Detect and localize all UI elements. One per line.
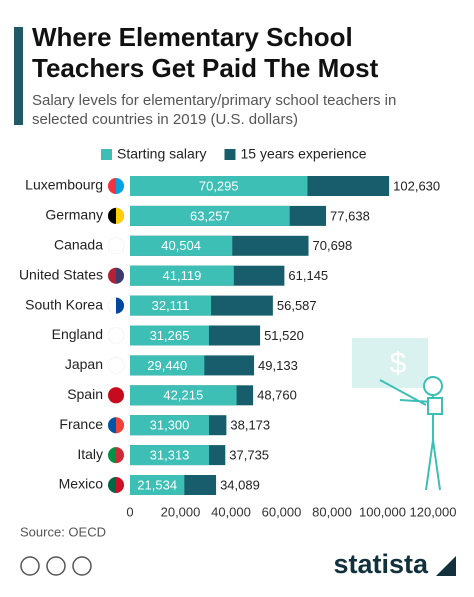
value-label: 63,257 xyxy=(190,208,230,223)
subtitle-box: Salary levels for elementary/primary sch… xyxy=(32,92,397,128)
value-label: 49,133 xyxy=(258,358,298,373)
x-tick-label: 80,000 xyxy=(312,504,352,519)
flag-part xyxy=(116,447,124,464)
value-label: 37,735 xyxy=(229,448,269,463)
y-tick-label: Canada xyxy=(54,237,103,253)
bar xyxy=(130,475,185,495)
teacher-illustration: $ xyxy=(352,338,443,491)
x-tick-label: 40,000 xyxy=(211,504,251,519)
chart-title: Where Elementary School Teachers Get Pai… xyxy=(32,22,379,83)
value-label: 70,295 xyxy=(199,178,239,193)
y-tick-label: United States xyxy=(19,266,103,282)
value-label: 48,760 xyxy=(257,388,297,403)
value-label: 31,313 xyxy=(150,448,190,463)
flag-part xyxy=(116,297,124,314)
y-tick-label: Italy xyxy=(77,446,103,462)
value-label: 31,265 xyxy=(150,328,190,343)
value-label: 42,215 xyxy=(163,388,203,403)
flag-part xyxy=(116,327,124,344)
flag-part xyxy=(108,447,116,464)
x-tick-label: 100,000 xyxy=(359,504,406,519)
flag-part xyxy=(108,178,116,194)
flag-part xyxy=(116,178,124,194)
brand: statista xyxy=(333,549,429,579)
y-tick-label: Mexico xyxy=(59,476,104,492)
flag-part xyxy=(116,477,124,493)
bar xyxy=(130,176,308,196)
legend-swatch xyxy=(101,149,112,160)
flag-part xyxy=(116,237,124,254)
legend-label: Starting salary xyxy=(117,146,206,162)
y-tick-label: South Korea xyxy=(25,296,103,312)
svg-text:$: $ xyxy=(390,347,407,380)
license-icons xyxy=(20,556,92,576)
flag-part xyxy=(108,477,116,493)
bar xyxy=(130,235,233,256)
flag-part xyxy=(108,417,116,434)
value-label: 32,111 xyxy=(152,298,190,313)
brand-icon xyxy=(436,556,456,576)
flag-part xyxy=(116,387,124,404)
y-tick-label: Japan xyxy=(65,356,103,372)
flag-part xyxy=(116,357,124,374)
legend-swatch xyxy=(224,149,236,160)
flag-part xyxy=(108,297,116,314)
chart-subtitle: Salary levels for elementary/primary sch… xyxy=(32,92,397,128)
flag-part xyxy=(108,387,116,404)
flag-part xyxy=(108,267,116,284)
value-label: 102,630 xyxy=(393,178,440,193)
x-tick-label: 0 xyxy=(126,504,133,519)
value-label: 41,119 xyxy=(163,268,202,283)
bar xyxy=(130,445,210,466)
bar xyxy=(130,415,210,436)
bar xyxy=(130,325,209,346)
bar xyxy=(130,295,212,316)
y-tick-label: Spain xyxy=(67,386,103,402)
bar xyxy=(130,355,205,376)
value-label: 56,587 xyxy=(277,298,317,313)
title-accent xyxy=(14,27,23,125)
flag-part xyxy=(116,417,124,434)
x-tick-label: 120,000 xyxy=(410,504,457,519)
value-label: 34,089 xyxy=(220,477,260,492)
bar xyxy=(130,205,290,226)
bar xyxy=(130,265,234,286)
value-label: 61,145 xyxy=(288,268,328,283)
source: Source: OECD xyxy=(20,524,106,539)
value-label: 77,638 xyxy=(330,208,370,223)
flag-part xyxy=(108,237,116,254)
y-tick-label: Luxembourg xyxy=(25,177,103,193)
value-label: 31,300 xyxy=(150,418,190,433)
value-label: 38,173 xyxy=(230,418,270,433)
y-tick-label: Germany xyxy=(45,207,103,223)
flag-part xyxy=(116,267,124,284)
bar xyxy=(130,385,237,406)
title-box: Where Elementary School Teachers Get Pai… xyxy=(32,22,379,83)
value-label: 51,520 xyxy=(264,328,304,343)
y-tick-label: England xyxy=(52,326,103,342)
value-label: 70,698 xyxy=(313,238,353,253)
flag-part xyxy=(108,327,116,344)
x-tick-label: 60,000 xyxy=(262,504,302,519)
flag-part xyxy=(116,207,124,224)
x-tick-label: 20,000 xyxy=(161,504,201,519)
flag-part xyxy=(108,357,116,374)
value-label: 29,440 xyxy=(147,358,187,373)
legend-label: 15 years experience xyxy=(240,146,366,162)
y-tick-label: France xyxy=(59,416,103,432)
value-label: 21,534 xyxy=(137,477,177,492)
flag-part xyxy=(108,207,116,224)
value-label: 40,504 xyxy=(161,238,201,253)
